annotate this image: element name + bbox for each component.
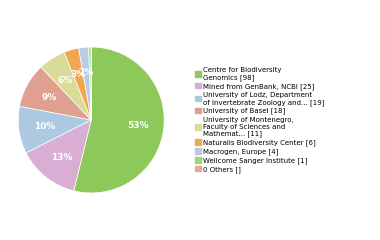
Wedge shape [41,52,91,120]
Wedge shape [18,106,91,153]
Wedge shape [79,47,91,120]
Text: 9%: 9% [42,93,57,102]
Text: 3%: 3% [71,70,86,79]
Legend: Centre for Biodiversity
Genomics [98], Mined from GenBank, NCBI [25], University: Centre for Biodiversity Genomics [98], M… [195,67,325,173]
Text: 2%: 2% [79,68,94,77]
Wedge shape [64,48,91,120]
Text: 6%: 6% [58,76,73,84]
Text: 13%: 13% [51,153,72,162]
Text: 53%: 53% [128,121,149,130]
Wedge shape [26,120,91,191]
Wedge shape [89,47,91,120]
Wedge shape [74,47,164,193]
Text: 10%: 10% [33,122,55,131]
Wedge shape [19,67,91,120]
